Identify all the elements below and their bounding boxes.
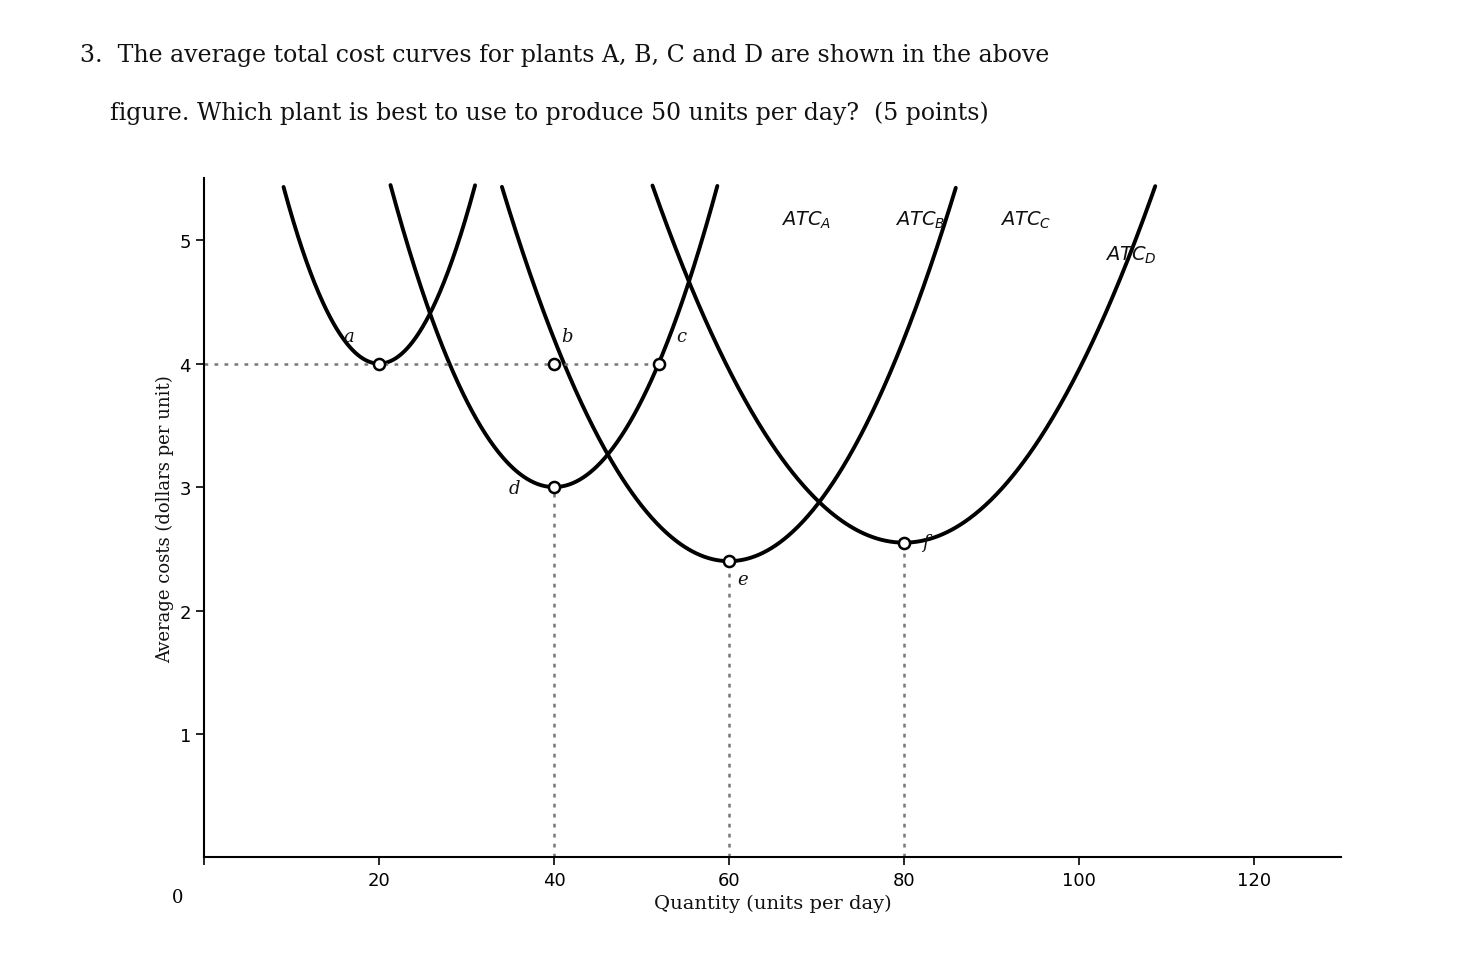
Text: $\mathit{ATC}_{B}$: $\mathit{ATC}_{B}$ [895, 209, 946, 231]
Text: c: c [677, 328, 685, 346]
Text: d: d [509, 480, 521, 497]
Text: b: b [561, 328, 573, 346]
Text: a: a [343, 328, 354, 346]
Text: 0: 0 [172, 889, 184, 906]
Text: f: f [923, 534, 929, 551]
X-axis label: Quantity (units per day): Quantity (units per day) [655, 894, 891, 913]
Text: $\mathit{ATC}_{A}$: $\mathit{ATC}_{A}$ [781, 209, 831, 231]
Text: $\mathit{ATC}_{D}$: $\mathit{ATC}_{D}$ [1105, 244, 1156, 266]
Text: $\mathit{ATC}_{C}$: $\mathit{ATC}_{C}$ [1000, 209, 1051, 231]
Text: 3.  The average total cost curves for plants A, B, C and D are shown in the abov: 3. The average total cost curves for pla… [80, 44, 1050, 67]
Text: e: e [736, 571, 748, 589]
Y-axis label: Average costs (dollars per unit): Average costs (dollars per unit) [156, 375, 174, 662]
Text: figure. Which plant is best to use to produce 50 units per day?  (5 points): figure. Which plant is best to use to pr… [80, 102, 989, 125]
